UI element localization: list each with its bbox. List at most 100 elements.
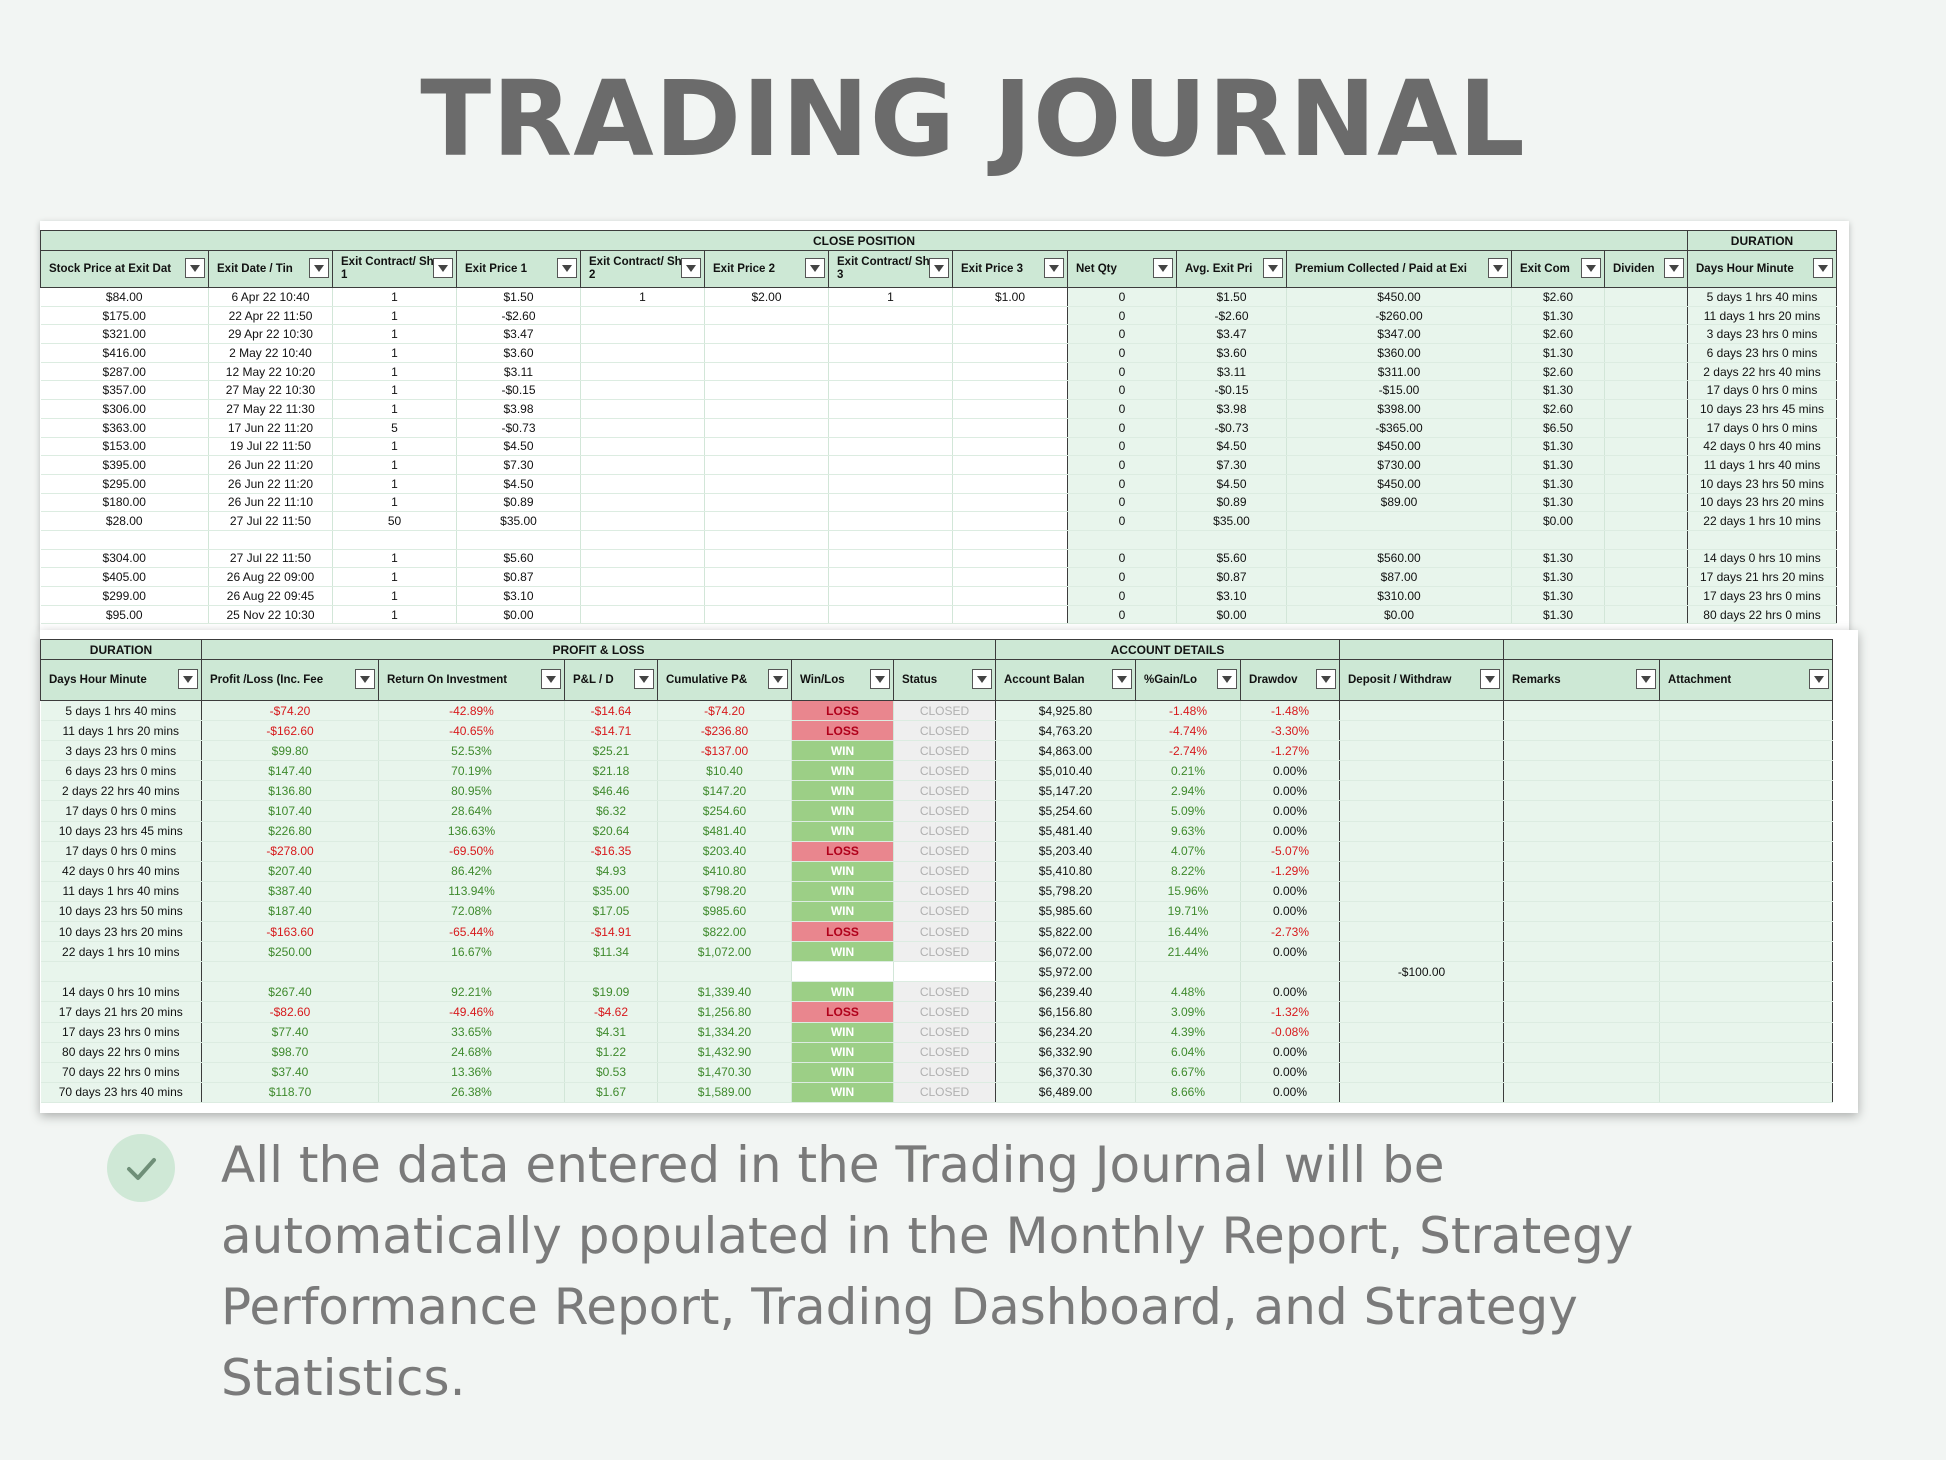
filter-button[interactable] [805, 258, 825, 278]
cell [952, 530, 1068, 550]
cell: 26 Jun 22 11:20 [208, 474, 333, 494]
cell: $5,010.40 [995, 760, 1136, 782]
cell: -$74.20 [201, 700, 379, 722]
filter-button[interactable] [355, 669, 375, 689]
filter-button[interactable] [1813, 258, 1833, 278]
filter-button[interactable] [1153, 258, 1173, 278]
cell: $387.40 [201, 881, 379, 902]
cell: 17 days 0 hrs 0 mins [1687, 380, 1837, 401]
cell: $1.50 [456, 287, 581, 307]
cell [1659, 901, 1833, 923]
filter-button[interactable] [433, 258, 453, 278]
cell [828, 567, 953, 587]
group-header: ACCOUNT DETAILS [995, 639, 1340, 660]
cell: 0.00% [1240, 821, 1340, 842]
cell: $287.00 [40, 362, 209, 382]
filter-button[interactable] [178, 669, 198, 689]
filter-button[interactable] [1480, 669, 1500, 689]
filter-button[interactable] [1263, 258, 1283, 278]
filter-button[interactable] [1809, 669, 1829, 689]
cell: 1 [332, 586, 457, 606]
cell: WIN [791, 1082, 894, 1103]
filter-button[interactable] [929, 258, 949, 278]
cell [1503, 1082, 1660, 1103]
cell [704, 474, 829, 494]
cell [828, 399, 953, 419]
filter-button[interactable] [870, 669, 890, 689]
cell: $395.00 [40, 455, 209, 475]
data-row: $84.00 6 Apr 22 10:40 1 $1.50 1 $2.00 1 $1.00 0 $… [40, 287, 1837, 307]
cell [1176, 530, 1287, 550]
cell: -1.48% [1135, 700, 1241, 722]
filter-button[interactable] [1664, 258, 1684, 278]
cell [704, 343, 829, 363]
cell: 10 days 23 hrs 45 mins [40, 821, 202, 842]
cell: 2.94% [1135, 780, 1241, 802]
cell [791, 961, 894, 983]
cell: 17 days 0 hrs 0 mins [40, 841, 202, 862]
filter-button[interactable] [541, 669, 561, 689]
cell: -49.46% [378, 1001, 565, 1023]
cell [580, 530, 705, 550]
filter-button[interactable] [768, 669, 788, 689]
cell: 0 [1067, 287, 1177, 307]
cell [952, 380, 1068, 401]
cell: 0 [1067, 362, 1177, 382]
filter-button[interactable] [557, 258, 577, 278]
cell [1503, 1001, 1660, 1023]
cell: $11.34 [564, 941, 658, 963]
cell [1503, 961, 1660, 983]
cell: -0.08% [1240, 1022, 1340, 1043]
filter-button[interactable] [972, 669, 992, 689]
cell: 10 days 23 hrs 20 mins [1687, 493, 1837, 513]
cell: $3.47 [456, 324, 581, 345]
cell: 6 Apr 22 10:40 [208, 287, 333, 307]
cell: $250.00 [201, 941, 379, 963]
filter-button[interactable] [1636, 669, 1656, 689]
filter-button[interactable] [1581, 258, 1601, 278]
filter-button[interactable] [1217, 669, 1237, 689]
cell: CLOSED [893, 800, 996, 822]
cell: 27 Jul 22 11:50 [208, 511, 333, 531]
cell: 70.19% [378, 760, 565, 782]
sheet-table: CLOSE POSITION DURATION Stock Price at Exi… [40, 230, 1837, 625]
cell: 80 days 22 hrs 0 mins [40, 1042, 202, 1063]
cell [1659, 881, 1833, 902]
filter-button[interactable] [1488, 258, 1508, 278]
data-row: 17 days 21 hrs 20 mins -$82.60 -49.46% -$4.… [40, 1001, 1833, 1023]
cell: 14 days 0 hrs 10 mins [40, 981, 202, 1003]
cell [1339, 921, 1504, 943]
cell: -$0.73 [1176, 418, 1287, 438]
cell: $3.98 [456, 399, 581, 419]
column-header: Return On Investment [378, 659, 565, 701]
cell [828, 586, 953, 606]
cell: $20.64 [564, 821, 658, 842]
cell: $5.60 [456, 549, 581, 569]
cell [1339, 720, 1504, 742]
data-row: $153.00 19 Jul 22 11:50 1 $4.50 0 $4.50 $450.0… [40, 437, 1837, 457]
filter-button[interactable] [634, 669, 654, 689]
cell [1659, 981, 1833, 1003]
data-row: 17 days 0 hrs 0 mins -$278.00 -69.50% -$16.… [40, 841, 1833, 862]
cell: -$0.73 [456, 418, 581, 438]
cell: WIN [791, 881, 894, 902]
check-icon [107, 1134, 175, 1202]
filter-button[interactable] [1044, 258, 1064, 278]
cell: $3.60 [1176, 343, 1287, 363]
column-header: Exit Com [1511, 250, 1605, 288]
cell: $1.22 [564, 1042, 658, 1063]
filter-button[interactable] [185, 258, 205, 278]
cell: $17.05 [564, 901, 658, 923]
cell: 0 [1067, 455, 1177, 475]
cell: $3.60 [456, 343, 581, 363]
filter-button[interactable] [309, 258, 329, 278]
filter-button[interactable] [681, 258, 701, 278]
cell: $4,863.00 [995, 740, 1136, 762]
cell [1604, 306, 1688, 326]
filter-button[interactable] [1316, 669, 1336, 689]
cell: -$0.15 [1176, 380, 1287, 401]
cell: $89.00 [1286, 493, 1512, 513]
cell: $6.50 [1511, 418, 1605, 438]
filter-button[interactable] [1112, 669, 1132, 689]
cell: LOSS [791, 720, 894, 742]
